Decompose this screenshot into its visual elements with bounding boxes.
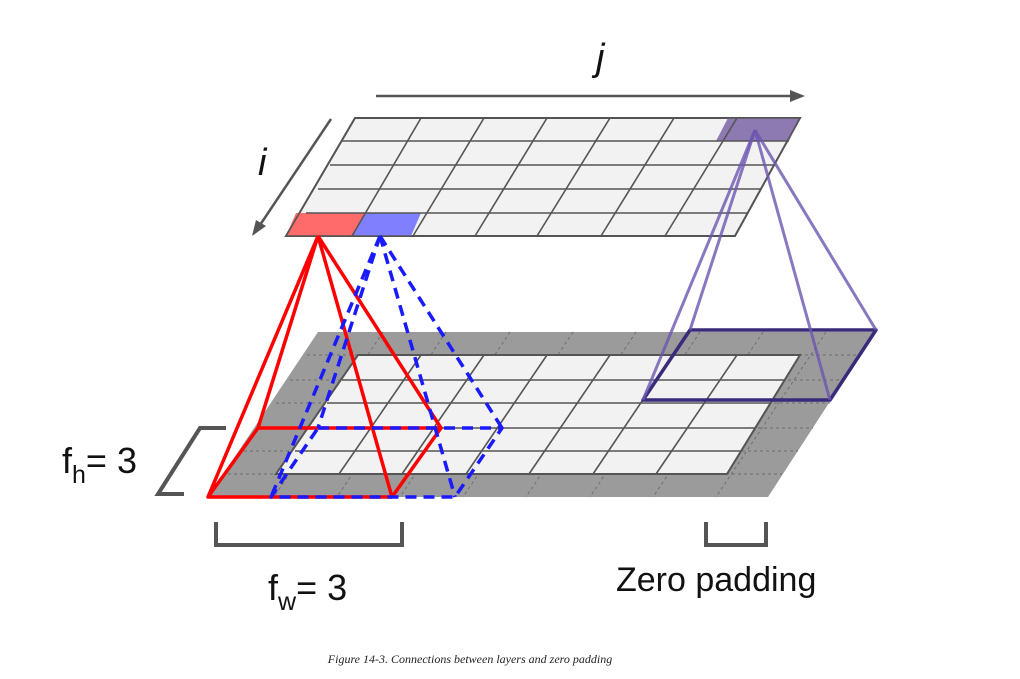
axis-label-i: i xyxy=(258,142,268,184)
receptive-field-purple xyxy=(641,129,878,402)
output-layer-grid xyxy=(284,117,802,237)
arrow-down-left-icon xyxy=(252,118,333,236)
fh-bracket xyxy=(154,426,226,496)
receptive-field-blue xyxy=(269,235,504,499)
axis-label-j: j xyxy=(591,37,606,79)
arrow-right-icon xyxy=(376,90,805,102)
fw-label: fw= 3 xyxy=(268,567,347,616)
zero-padding-bracket xyxy=(704,522,768,547)
input-layer-grid xyxy=(274,354,802,475)
fh-label: fh= 3 xyxy=(62,440,137,489)
zero-padding-label: Zero padding xyxy=(616,561,816,599)
fw-bracket xyxy=(214,522,404,547)
figure-caption: Figure 14-3. Connections between layers … xyxy=(327,652,613,666)
